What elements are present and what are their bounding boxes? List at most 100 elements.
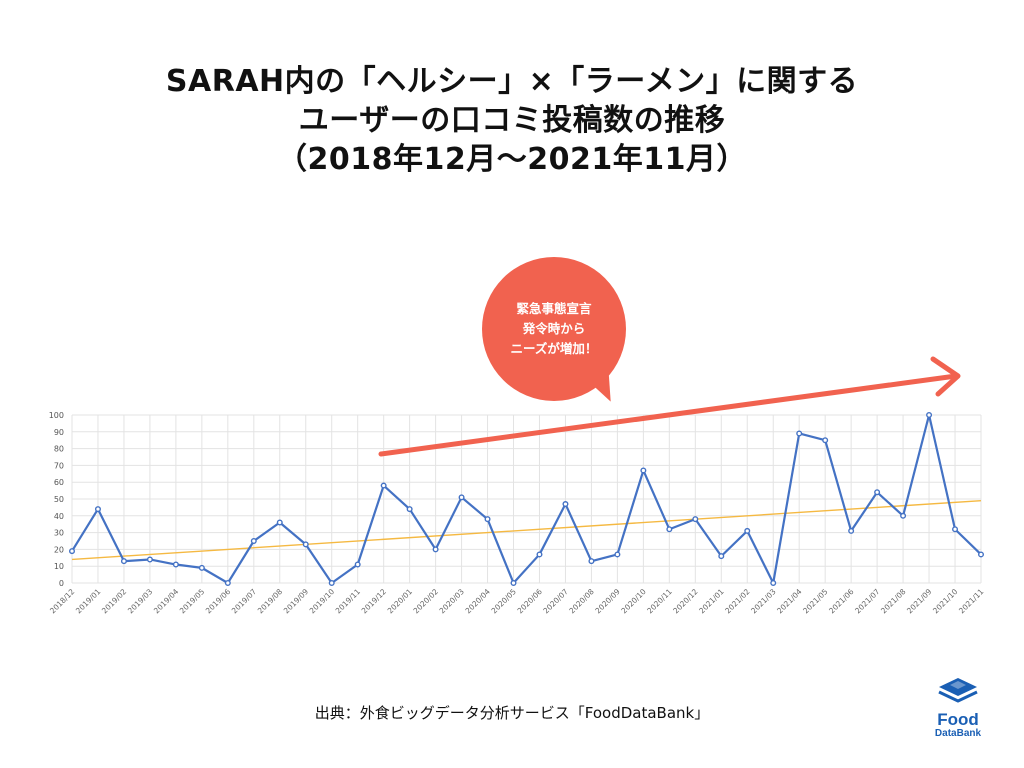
data-point [536,551,543,558]
x-tick-label: 2020/06 [515,587,544,616]
y-tick-label: 90 [54,428,64,437]
x-tick-label: 2021/10 [931,587,960,616]
data-point [822,437,829,444]
data-point [718,553,725,560]
y-tick-label: 10 [54,562,64,571]
y-tick-label: 70 [54,461,64,470]
stacked-layers-icon [938,678,978,703]
x-tick-label: 2020/08 [567,587,596,616]
y-axis-ticks: 0 10 20 30 40 50 60 70 80 90 100 [49,411,64,588]
y-tick-label: 0 [59,579,64,588]
x-tick-label: 2019/04 [152,587,181,616]
x-tick-label: 2020/09 [593,587,622,616]
data-point [484,516,491,523]
logo-word-food: Food [937,710,979,729]
y-tick-label: 60 [54,478,64,487]
data-point [406,506,413,513]
x-tick-label: 2021/06 [827,587,856,616]
x-tick-label: 2020/03 [438,587,467,616]
growth-arrow [378,356,961,457]
data-point [692,516,699,523]
data-point [146,556,153,563]
data-point [302,541,309,548]
x-tick-label: 2019/10 [308,587,337,616]
data-point [276,519,283,526]
data-point [588,558,595,565]
x-tick-label: 2021/07 [853,587,882,616]
data-point [458,494,465,501]
x-tick-label: 2021/11 [957,587,986,616]
trend-line [71,499,982,561]
x-tick-label: 2019/09 [282,587,311,616]
page-title: SARAH内の「ヘルシー」×「ラーメン」に関する ユーザーの口コミ投稿数の推移 … [0,62,1024,179]
title-line-2: ユーザーの口コミ投稿数の推移 [298,103,726,138]
x-tick-label: 2020/10 [619,587,648,616]
data-point [926,412,933,419]
data-point [224,580,231,587]
x-axis-ticks: 2018/122019/012019/022019/032019/042019/… [48,587,986,616]
x-tick-label: 2021/02 [723,587,752,616]
data-point [640,467,647,474]
y-tick-label: 80 [54,445,64,454]
source-credit: 出典：外食ビッグデータ分析サービス「FoodDataBank」 [314,704,710,722]
x-tick-label: 2021/04 [775,587,804,616]
x-tick-label: 2021/03 [749,587,778,616]
x-tick-label: 2019/01 [74,587,103,616]
data-point [68,548,75,555]
data-point [978,551,985,558]
data-point [744,527,751,534]
data-point [250,538,257,545]
x-tick-label: 2020/05 [490,587,519,616]
y-tick-label: 100 [49,411,64,420]
chart-grid [71,414,982,584]
title-line-3: （2018年12月〜2021年11月） [277,142,747,177]
title-line-1: SARAH内の「ヘルシー」×「ラーメン」に関する [165,64,859,99]
x-tick-label: 2019/06 [204,587,233,616]
x-tick-label: 2020/07 [541,587,570,616]
data-point [328,580,335,587]
growth-arrow-shaft [378,373,959,457]
data-point [380,482,387,489]
x-tick-label: 2019/12 [360,587,389,616]
x-tick-label: 2019/03 [126,587,155,616]
x-tick-label: 2019/02 [100,587,129,616]
data-point [354,561,361,568]
x-tick-label: 2019/07 [230,587,259,616]
data-point [796,430,803,437]
series-line [71,413,982,585]
data-point [900,512,907,519]
data-point [952,526,959,533]
data-point [432,546,439,553]
x-tick-label: 2019/11 [334,587,363,616]
x-tick-label: 2019/08 [256,587,285,616]
x-tick-label: 2021/01 [697,587,726,616]
data-point [848,527,855,534]
data-point [770,580,777,587]
callout-line-3: ニーズが増加！ [510,341,598,356]
data-point [562,501,569,508]
fooddatabank-logo: Food DataBank [918,676,998,740]
x-tick-label: 2020/04 [464,587,493,616]
y-tick-label: 30 [54,529,64,538]
data-point [614,551,621,558]
x-tick-label: 2021/09 [905,587,934,616]
callout-line-1: 緊急事態宣言 [516,301,592,316]
data-point [94,506,101,513]
data-point [510,580,517,587]
growth-arrow-head [930,356,961,397]
x-tick-label: 2019/05 [178,587,207,616]
x-tick-label: 2020/01 [386,587,415,616]
data-point [666,526,673,533]
data-point [874,489,881,496]
callout-line-2: 発令時から [522,321,586,336]
logo-word-databank: DataBank [934,728,982,739]
data-point [120,558,127,565]
x-tick-label: 2021/05 [801,587,830,616]
data-point [198,564,205,571]
y-tick-label: 50 [54,495,64,504]
callout-bubble: 緊急事態宣言 発令時から ニーズが増加！ [482,257,626,401]
y-tick-label: 20 [54,545,64,554]
x-tick-label: 2021/08 [879,587,908,616]
y-tick-label: 40 [54,512,64,521]
